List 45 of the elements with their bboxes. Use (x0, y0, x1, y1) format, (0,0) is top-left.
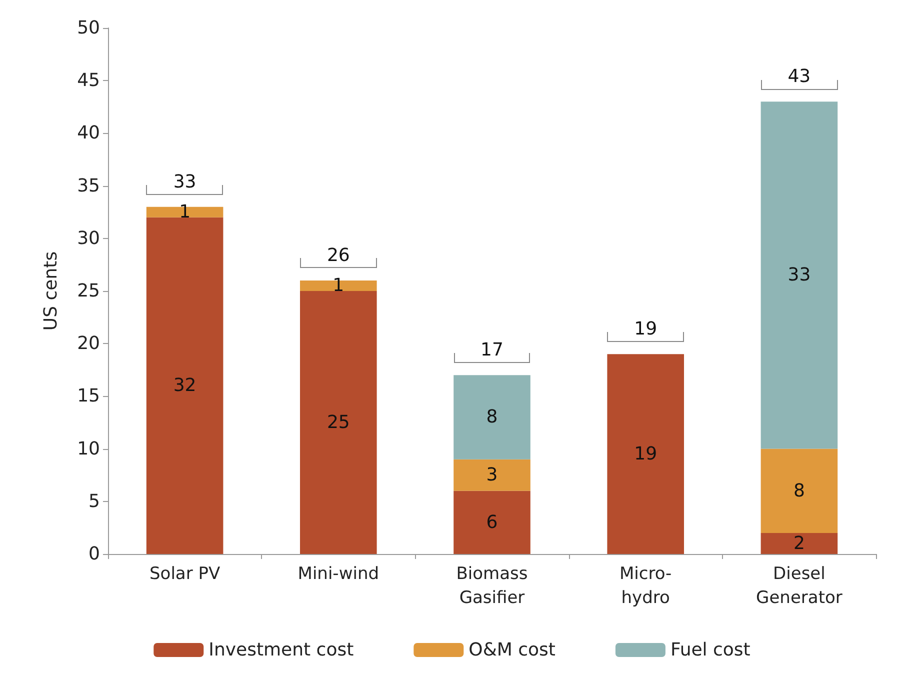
data-label: 19 (634, 444, 658, 465)
data-label: 6 (486, 512, 498, 533)
bar (300, 291, 377, 554)
total-label: 19 (634, 318, 658, 340)
bar (760, 532, 838, 554)
y-tick-label: 45 (77, 70, 100, 92)
data-label: 2 (793, 532, 805, 554)
total-label: 17 (480, 340, 504, 361)
y-tick-label: 15 (77, 386, 100, 407)
y-tick-label: 35 (77, 175, 100, 196)
bar (454, 459, 530, 491)
data-label: 33 (788, 264, 811, 286)
bar (607, 354, 684, 554)
x-tick-label: Mini-wind (298, 564, 380, 584)
legend-label: Fuel cost (670, 640, 750, 660)
bar (760, 448, 838, 533)
data-label: 3 (486, 464, 498, 486)
bar (146, 217, 224, 554)
data-label: 8 (793, 480, 805, 502)
x-tick-label: Solar PV (149, 564, 220, 584)
x-tick-label: Biomass Gasifier (456, 564, 528, 608)
legend-label: O&M cost (468, 640, 556, 660)
data-label: 8 (486, 406, 498, 428)
x-tick-label: Diesel Generator (756, 564, 842, 608)
bar (454, 490, 530, 554)
total-label: 26 (326, 244, 350, 266)
y-tick-label: 30 (77, 228, 100, 249)
y-tick-label: 10 (77, 438, 100, 460)
data-label: 1 (179, 202, 191, 223)
bar (760, 102, 838, 449)
y-tick-label: 25 (77, 280, 100, 302)
legend-label: Investment cost (208, 640, 354, 660)
data-label: 1 (332, 275, 344, 296)
y-axis-title: US cents (40, 251, 62, 331)
data-label: 25 (326, 412, 350, 433)
y-tick-label: 0 (88, 544, 100, 564)
total-label: 33 (173, 171, 196, 192)
data-label: 32 (173, 375, 196, 396)
y-tick-label: 40 (77, 122, 100, 144)
y-tick-label: 5 (88, 490, 100, 512)
bar (454, 375, 530, 460)
y-tick-label: 20 (77, 333, 100, 354)
y-tick-label: 50 (77, 18, 100, 38)
x-tick-label: Micro- hydro (619, 564, 672, 608)
total-label: 43 (788, 66, 811, 88)
